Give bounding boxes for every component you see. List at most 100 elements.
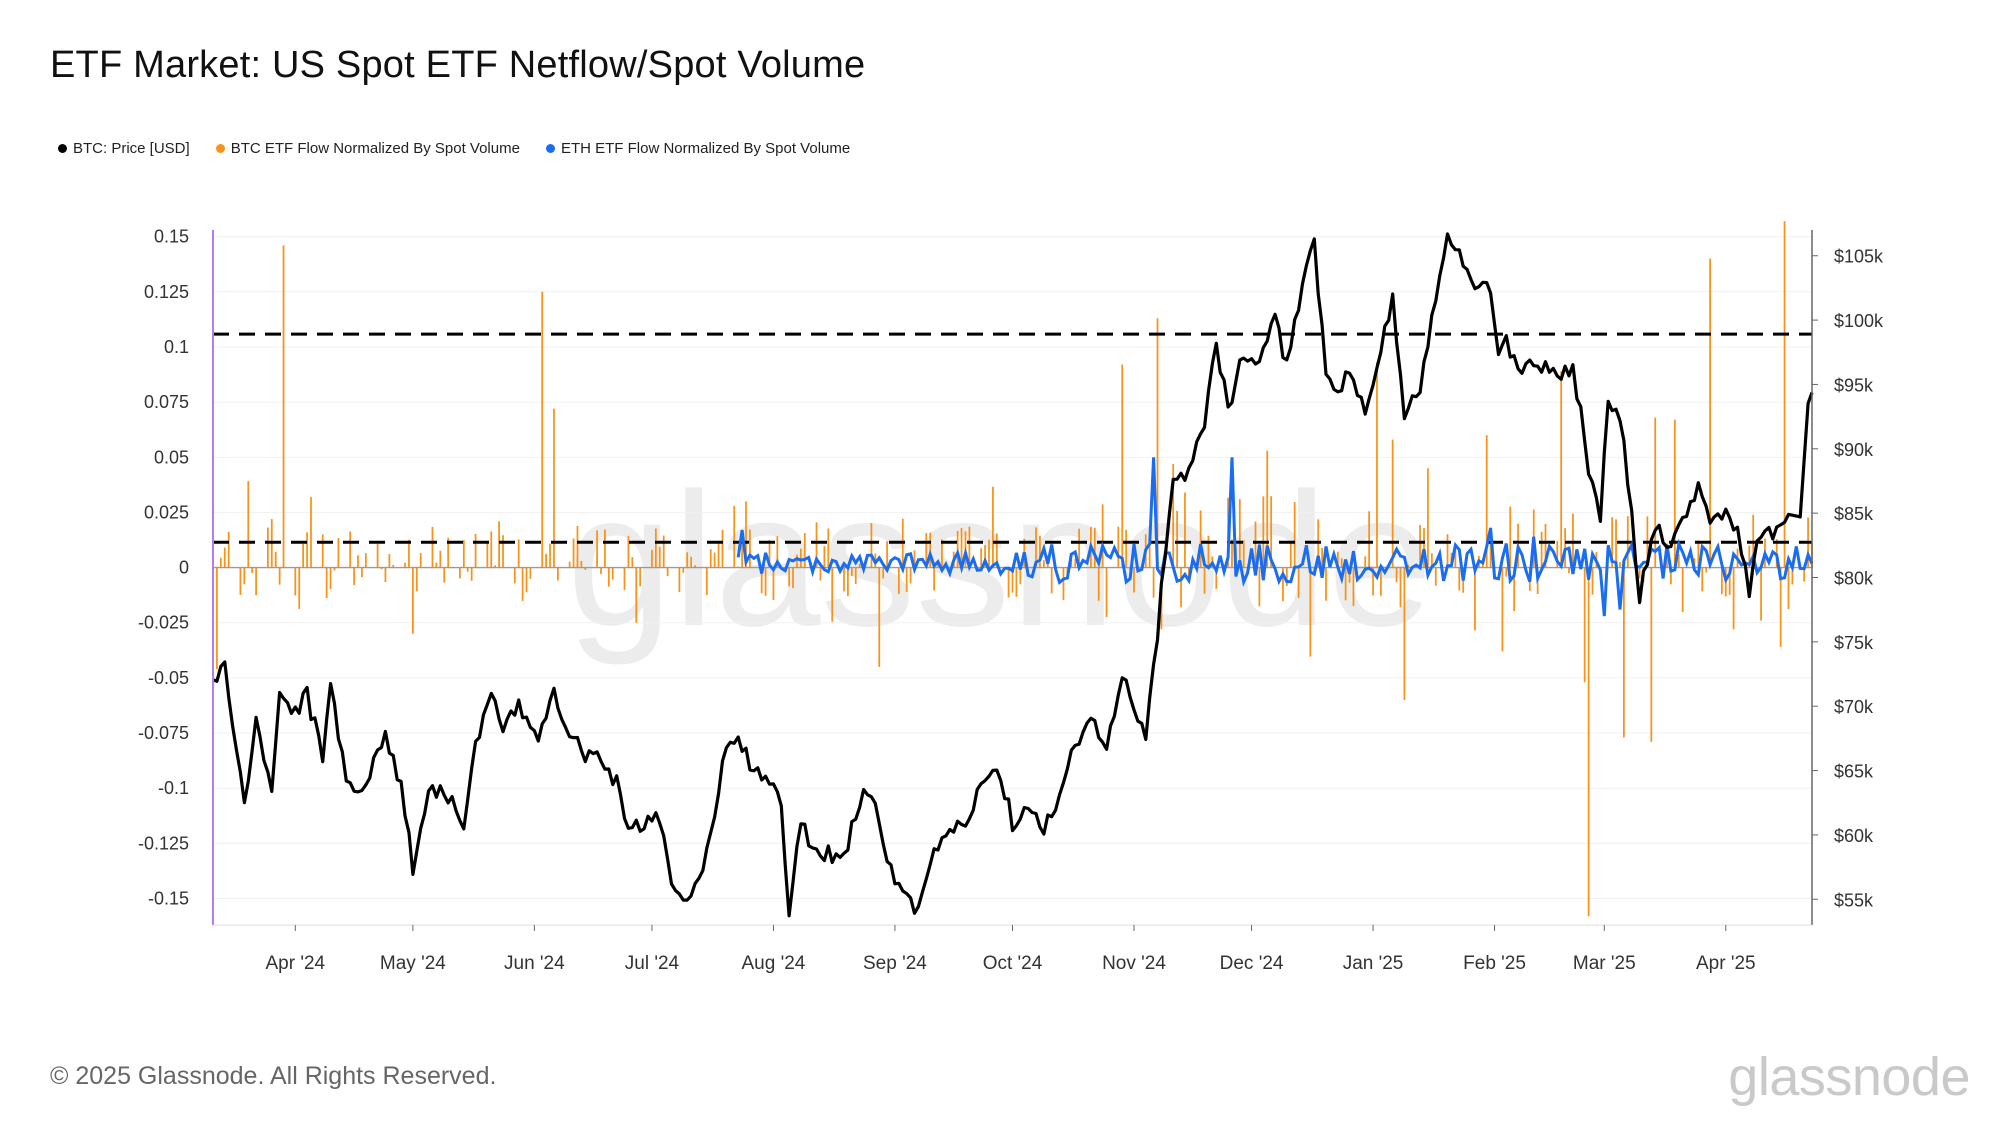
- btc-flow-bar: [329, 567, 332, 589]
- btc-flow-bar: [384, 567, 387, 583]
- btc-flow-bar: [1419, 524, 1421, 568]
- btc-flow-bar: [596, 530, 598, 568]
- btc-flow-bar: [1148, 543, 1151, 568]
- btc-flow-bar: [517, 539, 520, 568]
- btc-flow-bar: [1505, 567, 1508, 577]
- btc-flow-bar: [1207, 535, 1210, 568]
- left-tick-label: -0.125: [138, 833, 189, 853]
- btc-flow-bar: [662, 535, 665, 568]
- btc-flow-bar: [1709, 258, 1711, 568]
- btc-flow-bar: [1501, 567, 1504, 652]
- right-tick-label: $80k: [1834, 569, 1874, 589]
- btc-flow-bar: [1262, 496, 1265, 568]
- btc-flow-bar: [1446, 534, 1449, 568]
- btc-flow-bar: [741, 540, 743, 568]
- btc-flow-bar: [584, 567, 587, 570]
- btc-flow-bar: [831, 567, 834, 622]
- btc-flow-bar: [1803, 567, 1806, 582]
- btc-flow-bar: [1266, 450, 1269, 568]
- btc-flow-bar: [459, 567, 461, 579]
- btc-flow-bar: [886, 541, 888, 568]
- btc-flow-bar: [494, 565, 497, 568]
- btc-flow-bar: [1697, 540, 1700, 568]
- btc-flow-bar: [521, 567, 524, 601]
- btc-flow-bar: [709, 549, 712, 568]
- btc-flow-bar: [776, 536, 779, 568]
- btc-flow-bar: [474, 533, 477, 568]
- btc-flow-bar: [1572, 513, 1574, 568]
- btc-flow-bar: [1125, 529, 1128, 568]
- btc-flow-bar: [251, 567, 254, 573]
- btc-flow-bar: [1176, 510, 1178, 568]
- btc-flow-bar: [447, 537, 450, 568]
- btc-flow-bar: [388, 553, 391, 568]
- left-axis-ticks: 0.15 0.125 0.1 0.075 0.05 0.025 0 -0.025 -0.05 -0…: [138, 227, 189, 909]
- btc-flow-bar: [298, 567, 301, 609]
- btc-flow-bar: [1544, 523, 1547, 568]
- btc-flow-bar: [717, 542, 720, 568]
- btc-flow-bar: [415, 567, 418, 592]
- right-tick-label: $105k: [1834, 247, 1884, 267]
- btc-flow-bar: [1611, 517, 1614, 568]
- btc-flow-bar: [1238, 499, 1241, 568]
- btc-flow-bar: [266, 527, 269, 568]
- btc-flow-bar: [227, 531, 230, 568]
- btc-flow-bar: [1407, 564, 1410, 568]
- btc-flow-bar: [1732, 567, 1735, 630]
- x-tick-label: Aug '24: [742, 953, 806, 974]
- btc-flow-bar: [1623, 567, 1625, 738]
- footer-copyright: © 2025 Glassnode. All Rights Reserved.: [50, 1062, 497, 1090]
- btc-flow-bar: [847, 567, 849, 597]
- btc-flow-bar: [1199, 510, 1202, 568]
- legend-item-btc-flow[interactable]: BTC ETF Flow Normalized By Spot Volume: [215, 140, 520, 157]
- btc-flow-bar: [1105, 567, 1108, 617]
- right-tick-label: $95k: [1834, 375, 1874, 395]
- btc-flow-bar: [349, 531, 352, 568]
- btc-flow-bar: [1289, 541, 1292, 568]
- legend-item-eth-flow[interactable]: ETH ETF Flow Normalized By Spot Volume: [545, 140, 850, 157]
- btc-flow-bar: [1180, 567, 1182, 608]
- btc-flow-bar: [282, 245, 285, 568]
- x-tick-label: Mar '25: [1573, 953, 1636, 974]
- btc-flow-bar: [1583, 567, 1586, 683]
- btc-flow-bar: [1787, 567, 1790, 610]
- brand-logo: glassnode: [1728, 1047, 1970, 1107]
- btc-flow-bar: [239, 567, 242, 596]
- btc-flow-bar: [498, 521, 500, 568]
- btc-flow-bar: [627, 536, 630, 568]
- btc-flow-bar: [1285, 567, 1288, 587]
- btc-flow-bar: [968, 526, 971, 568]
- legend-item-btc-price[interactable]: BTC: Price [USD]: [58, 140, 190, 157]
- btc-flow-bar: [419, 552, 422, 568]
- btc-flow-bar: [1681, 567, 1684, 612]
- btc-flow-bar: [988, 539, 990, 568]
- btc-flow-bar: [1007, 567, 1010, 598]
- btc-flow-bar: [1434, 567, 1437, 586]
- btc-flow-bar: [941, 539, 943, 568]
- btc-flow-bar: [1399, 567, 1402, 608]
- btc-flow-bar: [678, 567, 681, 593]
- eth-flow-line: [736, 457, 1814, 617]
- btc-flow-bar: [1172, 463, 1175, 568]
- btc-flow-bar: [1591, 567, 1594, 595]
- btc-flow-bar: [278, 567, 281, 585]
- btc-flow-bar: [1321, 547, 1323, 568]
- btc-flow-bar: [1203, 567, 1206, 594]
- btc-flow-bar: [486, 541, 489, 568]
- btc-flow-bar: [788, 567, 790, 587]
- btc-flow-bar: [768, 540, 771, 568]
- btc-flow-bar: [1403, 567, 1406, 700]
- btc-flow-bar: [1309, 567, 1312, 657]
- btc-flow-bar: [1720, 567, 1723, 595]
- btc-flow-bar: [1254, 521, 1257, 568]
- btc-flow-bar: [772, 567, 775, 600]
- btc-flow-bar: [302, 544, 305, 568]
- btc-flow-bar: [1336, 551, 1339, 568]
- btc-flow-bar: [576, 525, 579, 568]
- btc-flow-bar: [443, 567, 446, 583]
- btc-flow-bar: [1701, 567, 1704, 592]
- legend-dot-btc-flow: [215, 144, 225, 153]
- btc-flow-bar: [1705, 567, 1708, 573]
- btc-flow-bar: [439, 550, 442, 568]
